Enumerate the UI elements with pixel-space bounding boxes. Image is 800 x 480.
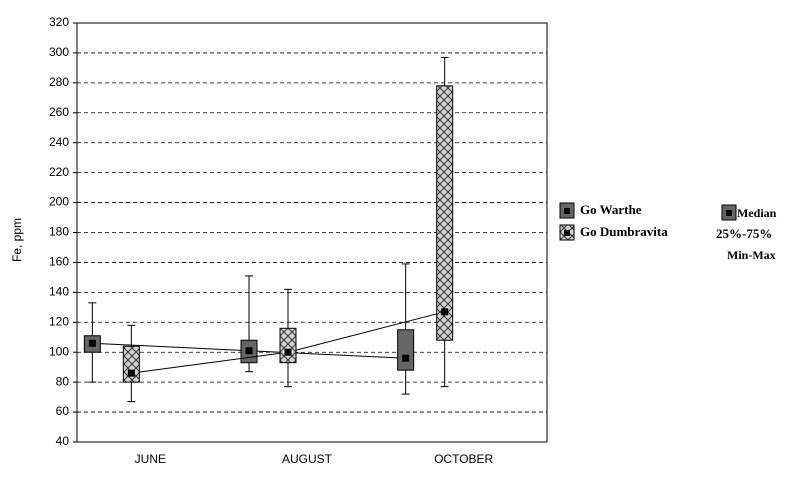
legend-swatch-marker	[564, 208, 570, 214]
box-legend-median: Median	[737, 206, 777, 220]
y-tick-label: 220	[49, 165, 69, 179]
y-tick-label: 320	[49, 15, 69, 29]
y-tick-label: 240	[49, 135, 69, 149]
median-marker	[127, 369, 135, 377]
box	[436, 85, 454, 341]
y-tick-label: 120	[49, 314, 69, 328]
box-legend-whisker: Min-Max	[727, 248, 776, 262]
y-tick-label: 200	[49, 195, 69, 209]
median-marker	[441, 308, 449, 316]
y-tick-label: 260	[49, 105, 69, 119]
box-legend-marker	[726, 210, 732, 216]
y-tick-label: 60	[56, 404, 70, 418]
y-tick-label: 300	[49, 45, 69, 59]
median-marker	[88, 339, 96, 347]
box	[279, 327, 297, 364]
x-tick-label: JUNE	[135, 452, 166, 466]
y-tick-label: 40	[56, 434, 70, 448]
legend-label: Go Warthe	[580, 202, 642, 217]
y-tick-label: 100	[49, 344, 69, 358]
plot-frame	[76, 22, 548, 443]
median-marker	[245, 347, 253, 355]
x-tick-label: OCTOBER	[434, 452, 493, 466]
legend-label: Go Dumbravita	[580, 224, 668, 239]
y-tick-label: 80	[56, 374, 70, 388]
box	[397, 329, 415, 371]
y-tick-label: 160	[49, 255, 69, 269]
y-axis-label: Fe, ppm	[10, 218, 24, 262]
legend-swatch-marker	[564, 230, 570, 236]
median-marker	[284, 348, 292, 356]
box-legend-box: 25%-75%	[716, 226, 772, 241]
median-marker	[402, 354, 410, 362]
box	[122, 345, 140, 383]
y-tick-label: 140	[49, 285, 69, 299]
y-tick-label: 280	[49, 75, 69, 89]
x-tick-label: AUGUST	[282, 452, 333, 466]
y-tick-label: 180	[49, 225, 69, 239]
